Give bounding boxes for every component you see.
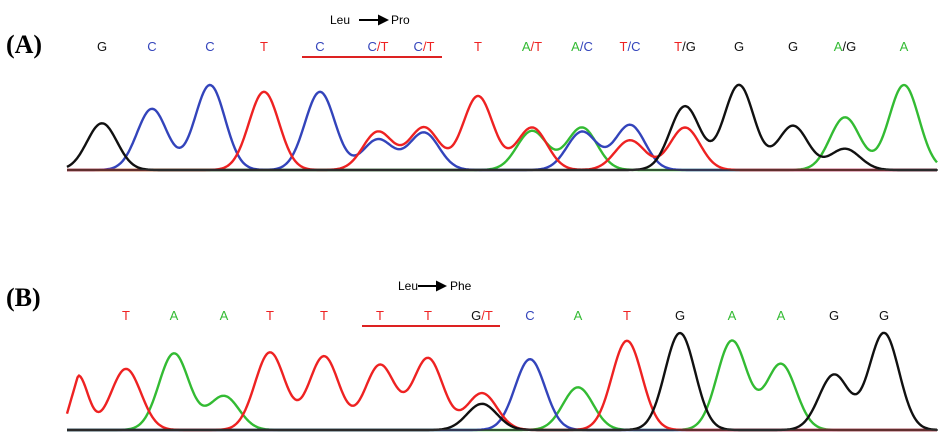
trace-a — [67, 83, 938, 172]
base-call: A — [574, 308, 583, 323]
base-call: A — [900, 39, 909, 54]
base-call: G — [97, 39, 107, 54]
trace-c — [67, 83, 937, 172]
base-call: A — [220, 308, 229, 323]
base-call: T — [122, 308, 130, 323]
base-call: A/C — [571, 39, 593, 54]
base-call: T — [320, 308, 328, 323]
panel-b-mutation-to: Phe — [450, 279, 472, 293]
arrow-icon — [418, 280, 447, 292]
base-call: T — [424, 308, 432, 323]
base-call: G — [788, 39, 798, 54]
panel-b-label: (B) — [6, 283, 41, 312]
base-call: T — [260, 39, 268, 54]
base-call: T/G — [674, 39, 696, 54]
base-call: C — [205, 39, 214, 54]
base-call: G — [675, 308, 685, 323]
trace-t — [67, 90, 937, 172]
base-call: G — [829, 308, 839, 323]
base-call: G — [734, 39, 744, 54]
panel-a-trace — [66, 83, 938, 172]
panel-a-label: (A) — [6, 30, 42, 59]
base-call: T/C — [620, 39, 641, 54]
trace-g — [66, 83, 937, 172]
panel-a-mutation: Leu Pro — [302, 13, 442, 58]
base-call: A — [777, 308, 786, 323]
panel-a-mutation-to: Pro — [391, 13, 410, 27]
panel-b-mutation-from: Leu — [398, 279, 418, 293]
arrow-icon — [359, 14, 389, 26]
panel-a: (A) Leu Pro G C C T C C/T C/T T A/T A/C T/C T/G G G A/… — [6, 13, 938, 172]
panel-b: (B) Leu Phe T A A T T T T G/T C A T G A A G G — [6, 279, 938, 432]
base-call: G/T — [471, 308, 493, 323]
base-call: T — [623, 308, 631, 323]
base-call: T — [474, 39, 482, 54]
panel-b-mutation: Leu Phe — [362, 279, 500, 327]
base-call: A/T — [522, 39, 542, 54]
base-call: T — [376, 308, 384, 323]
base-call: A — [170, 308, 179, 323]
base-call: T — [266, 308, 274, 323]
panel-b-trace — [65, 331, 938, 432]
base-call: C — [315, 39, 324, 54]
panel-b-base-calls: T A A T T T T G/T C A T G A A G G — [122, 308, 889, 323]
base-call: C/T — [368, 39, 389, 54]
base-call: C — [147, 39, 156, 54]
panel-a-base-calls: G C C T C C/T C/T T A/T A/C T/C T/G G G A/G A — [97, 39, 909, 54]
base-call: G — [879, 308, 889, 323]
base-call: A — [728, 308, 737, 323]
base-call: A/G — [834, 39, 856, 54]
base-call: C/T — [414, 39, 435, 54]
base-call: C — [525, 308, 534, 323]
panel-a-mutation-from: Leu — [330, 13, 350, 27]
